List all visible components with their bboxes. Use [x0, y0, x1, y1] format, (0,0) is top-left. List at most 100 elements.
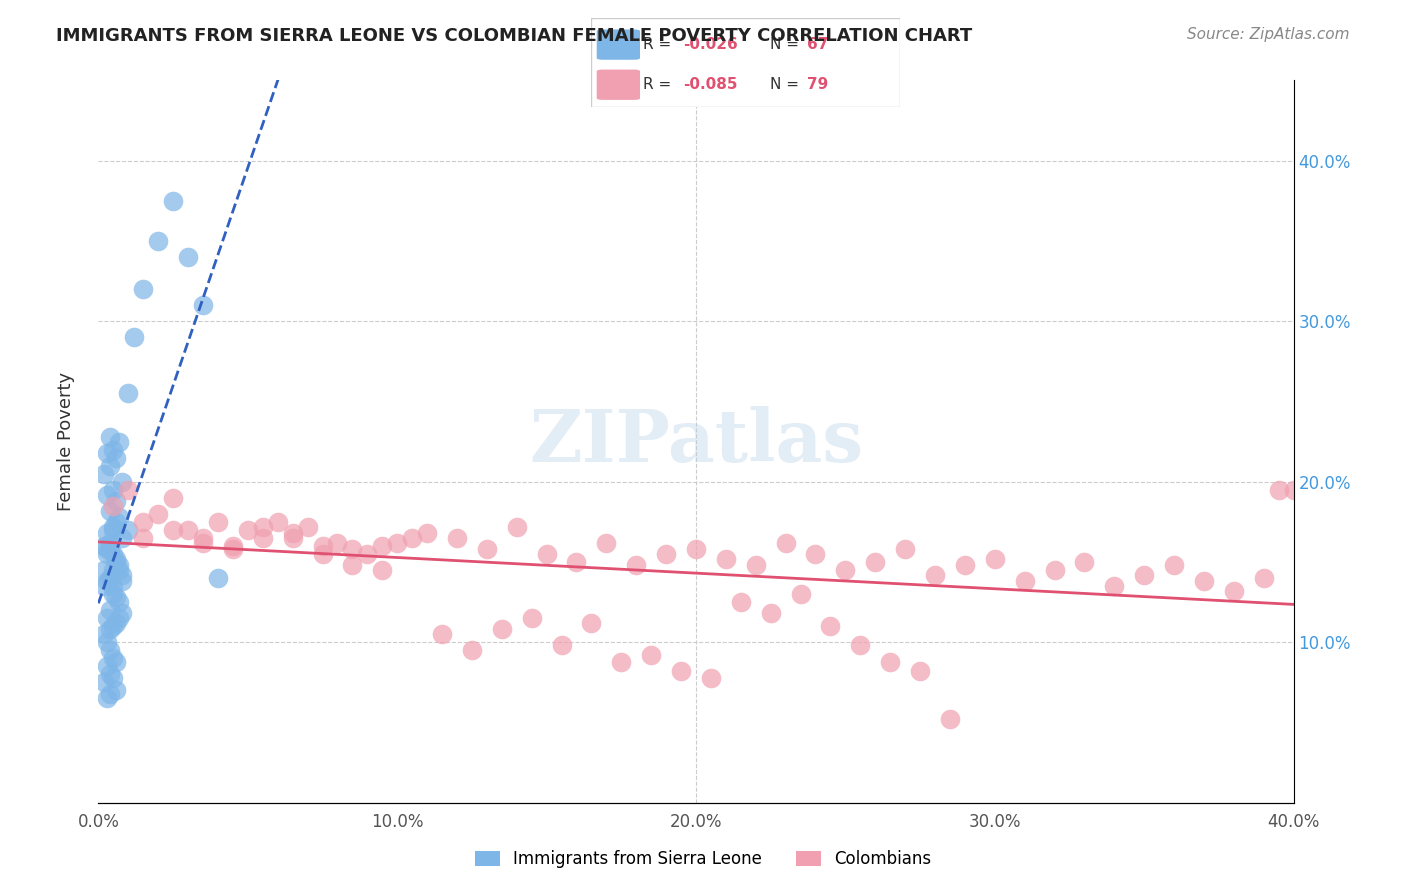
Point — [1163, 558, 1185, 573]
Point — [446, 531, 468, 545]
Point — [111, 607, 134, 621]
Point — [789, 587, 811, 601]
Point — [669, 664, 692, 678]
Point — [565, 555, 588, 569]
Point — [326, 535, 349, 549]
Point — [105, 555, 128, 569]
Point — [98, 571, 122, 585]
Point — [108, 558, 131, 573]
Point — [111, 475, 134, 489]
Point — [191, 531, 214, 545]
FancyBboxPatch shape — [591, 18, 900, 107]
Point — [207, 571, 229, 585]
Point — [105, 683, 128, 698]
Point — [281, 526, 304, 541]
Point — [191, 535, 214, 549]
Point — [1043, 563, 1066, 577]
Point — [162, 491, 184, 505]
Point — [93, 579, 115, 593]
Point — [595, 535, 617, 549]
FancyBboxPatch shape — [596, 70, 640, 100]
Point — [430, 627, 453, 641]
Point — [536, 547, 558, 561]
Text: Source: ZipAtlas.com: Source: ZipAtlas.com — [1187, 27, 1350, 42]
Text: N =: N = — [770, 78, 804, 92]
Point — [124, 330, 146, 344]
Point — [108, 434, 131, 449]
Point — [148, 507, 170, 521]
Point — [105, 515, 128, 529]
Point — [371, 563, 394, 577]
Point — [342, 542, 364, 557]
Point — [908, 664, 931, 678]
Point — [191, 298, 214, 312]
Point — [177, 523, 200, 537]
Point — [297, 519, 319, 533]
Point — [626, 558, 648, 573]
Point — [98, 503, 122, 517]
Point — [730, 595, 752, 609]
Point — [849, 639, 872, 653]
Point — [103, 579, 125, 593]
Point — [117, 386, 139, 401]
Point — [105, 615, 128, 630]
Point — [207, 515, 229, 529]
Point — [117, 523, 139, 537]
Point — [520, 611, 543, 625]
Point — [1192, 574, 1215, 589]
Point — [371, 539, 394, 553]
Point — [834, 563, 856, 577]
Point — [1282, 483, 1305, 497]
Point — [103, 519, 125, 533]
Point — [93, 539, 115, 553]
Point — [1267, 483, 1289, 497]
Point — [108, 563, 131, 577]
Point — [96, 487, 118, 501]
Point — [804, 547, 827, 561]
Point — [356, 547, 378, 561]
Point — [222, 539, 245, 553]
Point — [105, 551, 128, 566]
Point — [953, 558, 976, 573]
Point — [108, 510, 131, 524]
Point — [103, 523, 125, 537]
Point — [1133, 567, 1156, 582]
Point — [610, 655, 633, 669]
Point — [1223, 583, 1246, 598]
Point — [879, 655, 901, 669]
Point — [103, 671, 125, 685]
Point — [132, 531, 155, 545]
Text: ZIPatlas: ZIPatlas — [529, 406, 863, 477]
Point — [103, 651, 125, 665]
Point — [132, 282, 155, 296]
Point — [108, 611, 131, 625]
Point — [105, 494, 128, 508]
Point — [96, 659, 118, 673]
Point — [96, 691, 118, 706]
Point — [177, 250, 200, 264]
Point — [105, 655, 128, 669]
Point — [865, 555, 887, 569]
Point — [96, 574, 118, 589]
Point — [98, 542, 122, 557]
Legend: Immigrants from Sierra Leone, Colombians: Immigrants from Sierra Leone, Colombians — [468, 844, 938, 875]
Point — [98, 430, 122, 444]
Point — [111, 531, 134, 545]
Point — [1104, 579, 1126, 593]
Point — [714, 551, 737, 566]
Point — [475, 542, 498, 557]
Text: N =: N = — [770, 37, 804, 52]
Point — [252, 519, 274, 533]
Point — [342, 558, 364, 573]
Point — [924, 567, 946, 582]
Point — [132, 515, 155, 529]
Text: R =: R = — [643, 37, 676, 52]
Point — [103, 619, 125, 633]
Point — [491, 623, 513, 637]
Text: -0.085: -0.085 — [683, 78, 738, 92]
Point — [108, 595, 131, 609]
Text: 67: 67 — [807, 37, 828, 52]
Point — [98, 535, 122, 549]
FancyBboxPatch shape — [596, 29, 640, 60]
Point — [894, 542, 917, 557]
